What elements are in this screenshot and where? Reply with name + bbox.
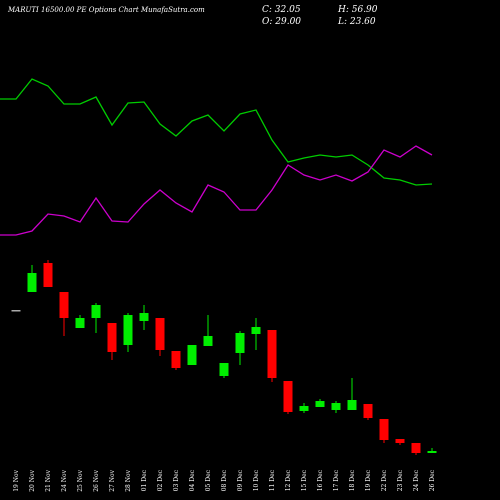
- x-tick-label: 19 Dec: [365, 469, 372, 491]
- candle-body: [331, 403, 341, 410]
- candle-body: [43, 263, 53, 287]
- candle-body: [235, 333, 245, 353]
- x-tick-label: 24 Nov: [61, 469, 68, 491]
- candle-body: [379, 419, 389, 440]
- candle-body: [59, 292, 69, 318]
- x-tick-label: 15 Dec: [301, 469, 308, 491]
- stat-open: O: 29.00: [262, 17, 301, 27]
- stat-high: H: 56.90: [337, 5, 378, 15]
- x-tick-label: 22 Dec: [381, 469, 388, 491]
- candle-body: [267, 330, 277, 378]
- indicator-line: [0, 78, 433, 186]
- x-tick-label: 26 Nov: [93, 469, 100, 491]
- candle-body: [395, 439, 405, 443]
- candle-body: [299, 406, 309, 411]
- x-tick-label: 16 Dec: [317, 469, 324, 491]
- candle-body: [155, 318, 165, 350]
- candle-body: [203, 336, 213, 346]
- chart-title: MARUTI 16500.00 PE Options Chart MunafaS…: [7, 6, 205, 14]
- x-tick-label: 17 Dec: [333, 469, 340, 491]
- candle-body: [347, 400, 357, 410]
- candle-body: [315, 401, 325, 407]
- candle-body: [187, 345, 197, 365]
- x-tick-label: 02 Dec: [157, 469, 164, 491]
- candle-body: [123, 315, 133, 345]
- x-tick-label: 11 Dec: [269, 469, 276, 491]
- stat-close: C: 32.05: [262, 5, 301, 15]
- x-tick-label: 04 Dec: [189, 469, 196, 491]
- candle-body: [363, 404, 373, 418]
- candle-body: [251, 327, 261, 334]
- x-tick-label: 20 Nov: [29, 469, 36, 491]
- x-tick-label: 19 Nov: [13, 469, 20, 491]
- candle-body: [91, 305, 101, 318]
- x-tick-label: 10 Dec: [253, 469, 260, 491]
- candle-body: [411, 443, 421, 453]
- candle-body: [139, 313, 149, 321]
- candle-body: [11, 310, 21, 312]
- x-tick-label: 27 Nov: [109, 469, 116, 491]
- x-tick-label: 12 Dec: [285, 469, 292, 491]
- indicator-line: [0, 145, 433, 236]
- candle-body: [171, 351, 181, 368]
- candle-body: [283, 381, 293, 412]
- x-tick-label: 05 Dec: [205, 469, 212, 491]
- x-tick-label: 28 Nov: [125, 469, 132, 491]
- stat-low: L: 23.60: [337, 17, 376, 27]
- x-tick-label: 21 Nov: [45, 469, 52, 491]
- x-tick-label: 18 Dec: [349, 469, 356, 491]
- x-tick-label: 24 Dec: [413, 469, 420, 491]
- candle-body: [27, 273, 37, 292]
- candle-body: [107, 323, 117, 352]
- candle-body: [75, 318, 85, 328]
- x-tick-label: 09 Dec: [237, 469, 244, 491]
- x-tick-label: 01 Dec: [141, 469, 148, 491]
- candle-body: [427, 451, 437, 453]
- x-tick-label: 25 Nov: [77, 469, 84, 491]
- x-tick-label: 26 Dec: [429, 469, 436, 491]
- candle-body: [219, 363, 229, 376]
- x-tick-label: 23 Dec: [397, 469, 404, 491]
- x-tick-label: 03 Dec: [173, 469, 180, 491]
- x-tick-label: 08 Dec: [221, 469, 228, 491]
